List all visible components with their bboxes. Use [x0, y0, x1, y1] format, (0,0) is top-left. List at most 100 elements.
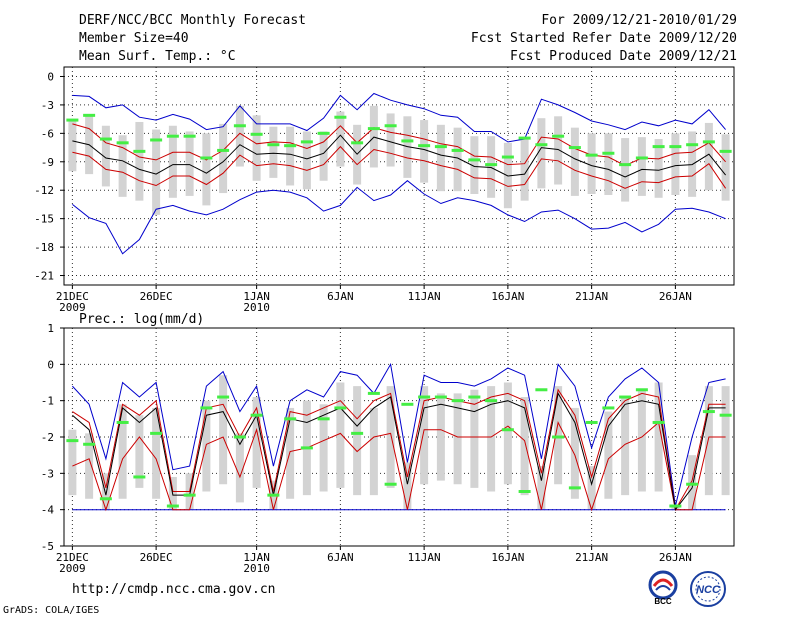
- panel1-lower-mean-line: [72, 145, 727, 189]
- panel1-obs-marker: [518, 136, 531, 140]
- panel2-spread-box: [353, 386, 362, 496]
- panel1-obs-marker: [535, 143, 548, 147]
- panel1-spread-box: [302, 131, 311, 190]
- panel1-upper-mean-line: [72, 123, 726, 167]
- panel2-obs-marker: [418, 395, 431, 399]
- panel1-spread-box: [621, 138, 630, 202]
- panel2-y-tick-label: -4: [41, 504, 55, 517]
- panel2-spread-box: [403, 462, 412, 510]
- panel2-spread-box: [286, 407, 295, 499]
- panel1-spread-box: [436, 124, 445, 192]
- panel1-obs-marker: [602, 151, 615, 155]
- panel1-spread-box: [219, 123, 228, 194]
- panel1-obs-marker: [166, 134, 179, 138]
- panel2-spread-box: [637, 389, 646, 492]
- panel2-obs-marker: [166, 504, 179, 508]
- panel2-x-tick-label: 16JAN: [491, 551, 524, 564]
- source-url[interactable]: http://cmdp.ncc.cma.gov.cn: [72, 582, 276, 597]
- svg-text:BCC: BCC: [654, 597, 672, 606]
- panel1-spread-box: [420, 120, 429, 183]
- precip-panel-title: Prec.: log(mm/d): [79, 312, 204, 327]
- panel1-spread-box: [185, 131, 194, 196]
- panel2-x-tick-year: 2010: [243, 562, 270, 575]
- forecast-period: For 2009/12/21-2010/01/29: [541, 13, 737, 28]
- panel2-obs-marker: [267, 493, 280, 497]
- panel1-spread-box: [704, 122, 713, 191]
- panel2-x-tick-label: 1JAN: [243, 551, 270, 564]
- panel2-obs-marker: [300, 446, 313, 450]
- panel1-obs-marker: [552, 134, 565, 138]
- variable-label: Mean Surf. Temp.: °C: [79, 49, 236, 64]
- panel2-obs-marker: [133, 475, 146, 479]
- panel1-obs-marker: [401, 139, 414, 143]
- panel2-obs-marker: [686, 482, 699, 486]
- panel2-obs-marker: [451, 399, 464, 403]
- panel1-x-tick-year: 2010: [243, 301, 270, 314]
- panel2-spread-box: [621, 397, 630, 496]
- panel2-y-tick-label: -3: [41, 467, 54, 480]
- panel1-obs-marker: [652, 145, 665, 149]
- panel2-obs-marker: [200, 406, 213, 410]
- panel2-y-tick-label: -1: [41, 395, 54, 408]
- panel1-obs-marker: [619, 163, 632, 167]
- panel2-obs-marker: [116, 420, 129, 424]
- panel1-obs-marker: [501, 155, 514, 159]
- panel1-y-tick-label: 0: [47, 70, 54, 83]
- panel1-spread-box: [520, 139, 529, 201]
- grads-credit: GrADS: COLA/IGES: [3, 605, 100, 616]
- panel2-spread-box: [487, 386, 496, 492]
- panel1-spread-box: [235, 105, 244, 167]
- panel1-obs-marker: [635, 156, 648, 160]
- panel1-obs-marker: [384, 124, 397, 128]
- panel1-y-tick-label: -21: [34, 270, 54, 283]
- panel2-spread-box: [704, 386, 713, 496]
- panel1-obs-marker: [217, 148, 230, 152]
- panel1-spread-box: [554, 116, 563, 185]
- panel2-mean-line: [72, 391, 726, 511]
- panel2-x-tick-year: 2009: [59, 562, 86, 575]
- panel1-spread-box: [135, 121, 144, 201]
- panel1-spread-box: [721, 134, 730, 201]
- panel2-spread-box: [101, 473, 110, 510]
- panel1-x-tick-label: 21JAN: [575, 290, 608, 303]
- panel2-obs-marker: [434, 395, 447, 399]
- panel1-obs-marker: [334, 115, 347, 119]
- panel2-x-tick-label: 21DEC: [56, 551, 89, 564]
- panel2-obs-marker: [652, 420, 665, 424]
- panel2-obs-marker: [518, 490, 531, 493]
- panel1-obs-marker: [83, 113, 96, 117]
- panel2-spread-box: [135, 415, 144, 488]
- panel2-upper-line: [72, 362, 726, 507]
- panel2-obs-marker: [401, 402, 414, 406]
- panel2-obs-marker: [702, 410, 715, 414]
- panel1-y-tick-label: -9: [41, 156, 54, 169]
- panel2-obs-marker: [250, 413, 263, 417]
- panel2-spread-box: [554, 386, 563, 485]
- panel2-obs-marker: [334, 406, 347, 410]
- panel2-y-tick-label: 0: [47, 358, 54, 371]
- panel2-spread-box: [453, 393, 462, 485]
- panel2-x-tick-label: 11JAN: [408, 551, 441, 564]
- panel2-spread-box: [369, 407, 378, 496]
- panel1-obs-marker: [585, 153, 598, 157]
- panel1-obs-marker: [250, 132, 263, 136]
- panel2-obs-marker: [317, 417, 330, 421]
- panel2-obs-marker: [66, 439, 79, 443]
- panel1-obs-marker: [284, 144, 297, 148]
- panel1-x-tick-label: 1JAN: [243, 290, 270, 303]
- panel1-spread-box: [101, 125, 110, 187]
- panel1-obs-marker: [150, 138, 163, 142]
- panel1-spread-box: [654, 139, 663, 198]
- panel2-y-tick-label: 1: [47, 322, 54, 335]
- panel1-x-tick-label: 16JAN: [491, 290, 524, 303]
- panel2-y-tick-label: -5: [41, 540, 54, 553]
- panel2-spread-box: [503, 382, 512, 485]
- panel2-obs-marker: [619, 395, 632, 399]
- panel2-spread-box: [520, 397, 529, 496]
- panel2-y-tick-label: -2: [41, 431, 54, 444]
- panel2-obs-marker: [284, 417, 297, 421]
- panel2-x-tick-label: 26JAN: [659, 551, 692, 564]
- panel2-obs-marker: [485, 399, 498, 403]
- panel2-spread-box: [85, 433, 94, 499]
